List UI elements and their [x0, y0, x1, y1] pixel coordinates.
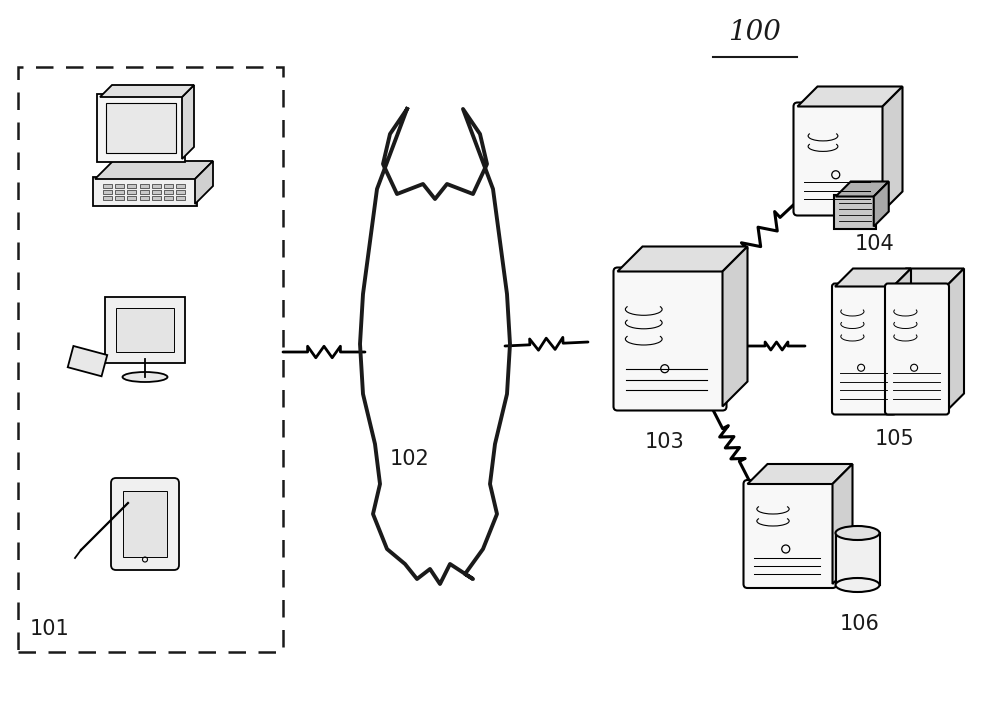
- Bar: [127, 190, 136, 194]
- Polygon shape: [618, 246, 748, 271]
- Polygon shape: [893, 268, 911, 411]
- Polygon shape: [722, 246, 748, 406]
- FancyBboxPatch shape: [18, 67, 283, 652]
- Bar: [164, 190, 173, 194]
- Polygon shape: [946, 268, 964, 411]
- FancyBboxPatch shape: [834, 194, 876, 228]
- Polygon shape: [835, 268, 911, 286]
- Polygon shape: [360, 109, 510, 584]
- Polygon shape: [95, 161, 213, 179]
- Bar: [127, 196, 136, 200]
- Polygon shape: [748, 464, 852, 484]
- Polygon shape: [833, 464, 852, 584]
- Polygon shape: [182, 85, 194, 159]
- Bar: [103, 196, 112, 200]
- FancyBboxPatch shape: [105, 297, 185, 363]
- Text: 101: 101: [30, 619, 70, 639]
- Bar: [176, 196, 185, 200]
- Bar: [115, 184, 124, 188]
- FancyBboxPatch shape: [614, 268, 726, 411]
- Bar: [106, 103, 176, 153]
- Polygon shape: [100, 85, 194, 97]
- Bar: [836, 533, 880, 585]
- Bar: [152, 190, 161, 194]
- Bar: [140, 196, 149, 200]
- Ellipse shape: [836, 578, 880, 592]
- Bar: [176, 184, 185, 188]
- Bar: [152, 184, 161, 188]
- Bar: [68, 346, 107, 376]
- Polygon shape: [883, 86, 902, 211]
- Bar: [116, 308, 174, 352]
- Bar: [164, 184, 173, 188]
- Bar: [103, 190, 112, 194]
- Bar: [103, 184, 112, 188]
- Bar: [115, 196, 124, 200]
- Text: 105: 105: [875, 429, 915, 449]
- FancyBboxPatch shape: [885, 283, 949, 415]
- FancyBboxPatch shape: [832, 283, 896, 415]
- Bar: [127, 184, 136, 188]
- Polygon shape: [874, 181, 889, 226]
- FancyBboxPatch shape: [93, 177, 197, 206]
- Text: 106: 106: [840, 614, 880, 634]
- Polygon shape: [798, 86, 902, 106]
- Text: 100: 100: [729, 19, 781, 46]
- Bar: [140, 190, 149, 194]
- Polygon shape: [195, 161, 213, 204]
- Bar: [140, 184, 149, 188]
- Polygon shape: [836, 181, 889, 196]
- Ellipse shape: [836, 526, 880, 540]
- Text: 102: 102: [390, 449, 430, 469]
- Text: 103: 103: [645, 432, 685, 452]
- Ellipse shape: [123, 372, 168, 382]
- FancyBboxPatch shape: [744, 480, 836, 588]
- FancyBboxPatch shape: [97, 94, 185, 162]
- Bar: [115, 190, 124, 194]
- Text: 104: 104: [855, 234, 895, 254]
- Bar: [164, 196, 173, 200]
- FancyBboxPatch shape: [111, 478, 179, 570]
- Polygon shape: [888, 268, 964, 286]
- Bar: [176, 190, 185, 194]
- Bar: [152, 196, 161, 200]
- Bar: [123, 491, 167, 557]
- FancyBboxPatch shape: [794, 103, 887, 216]
